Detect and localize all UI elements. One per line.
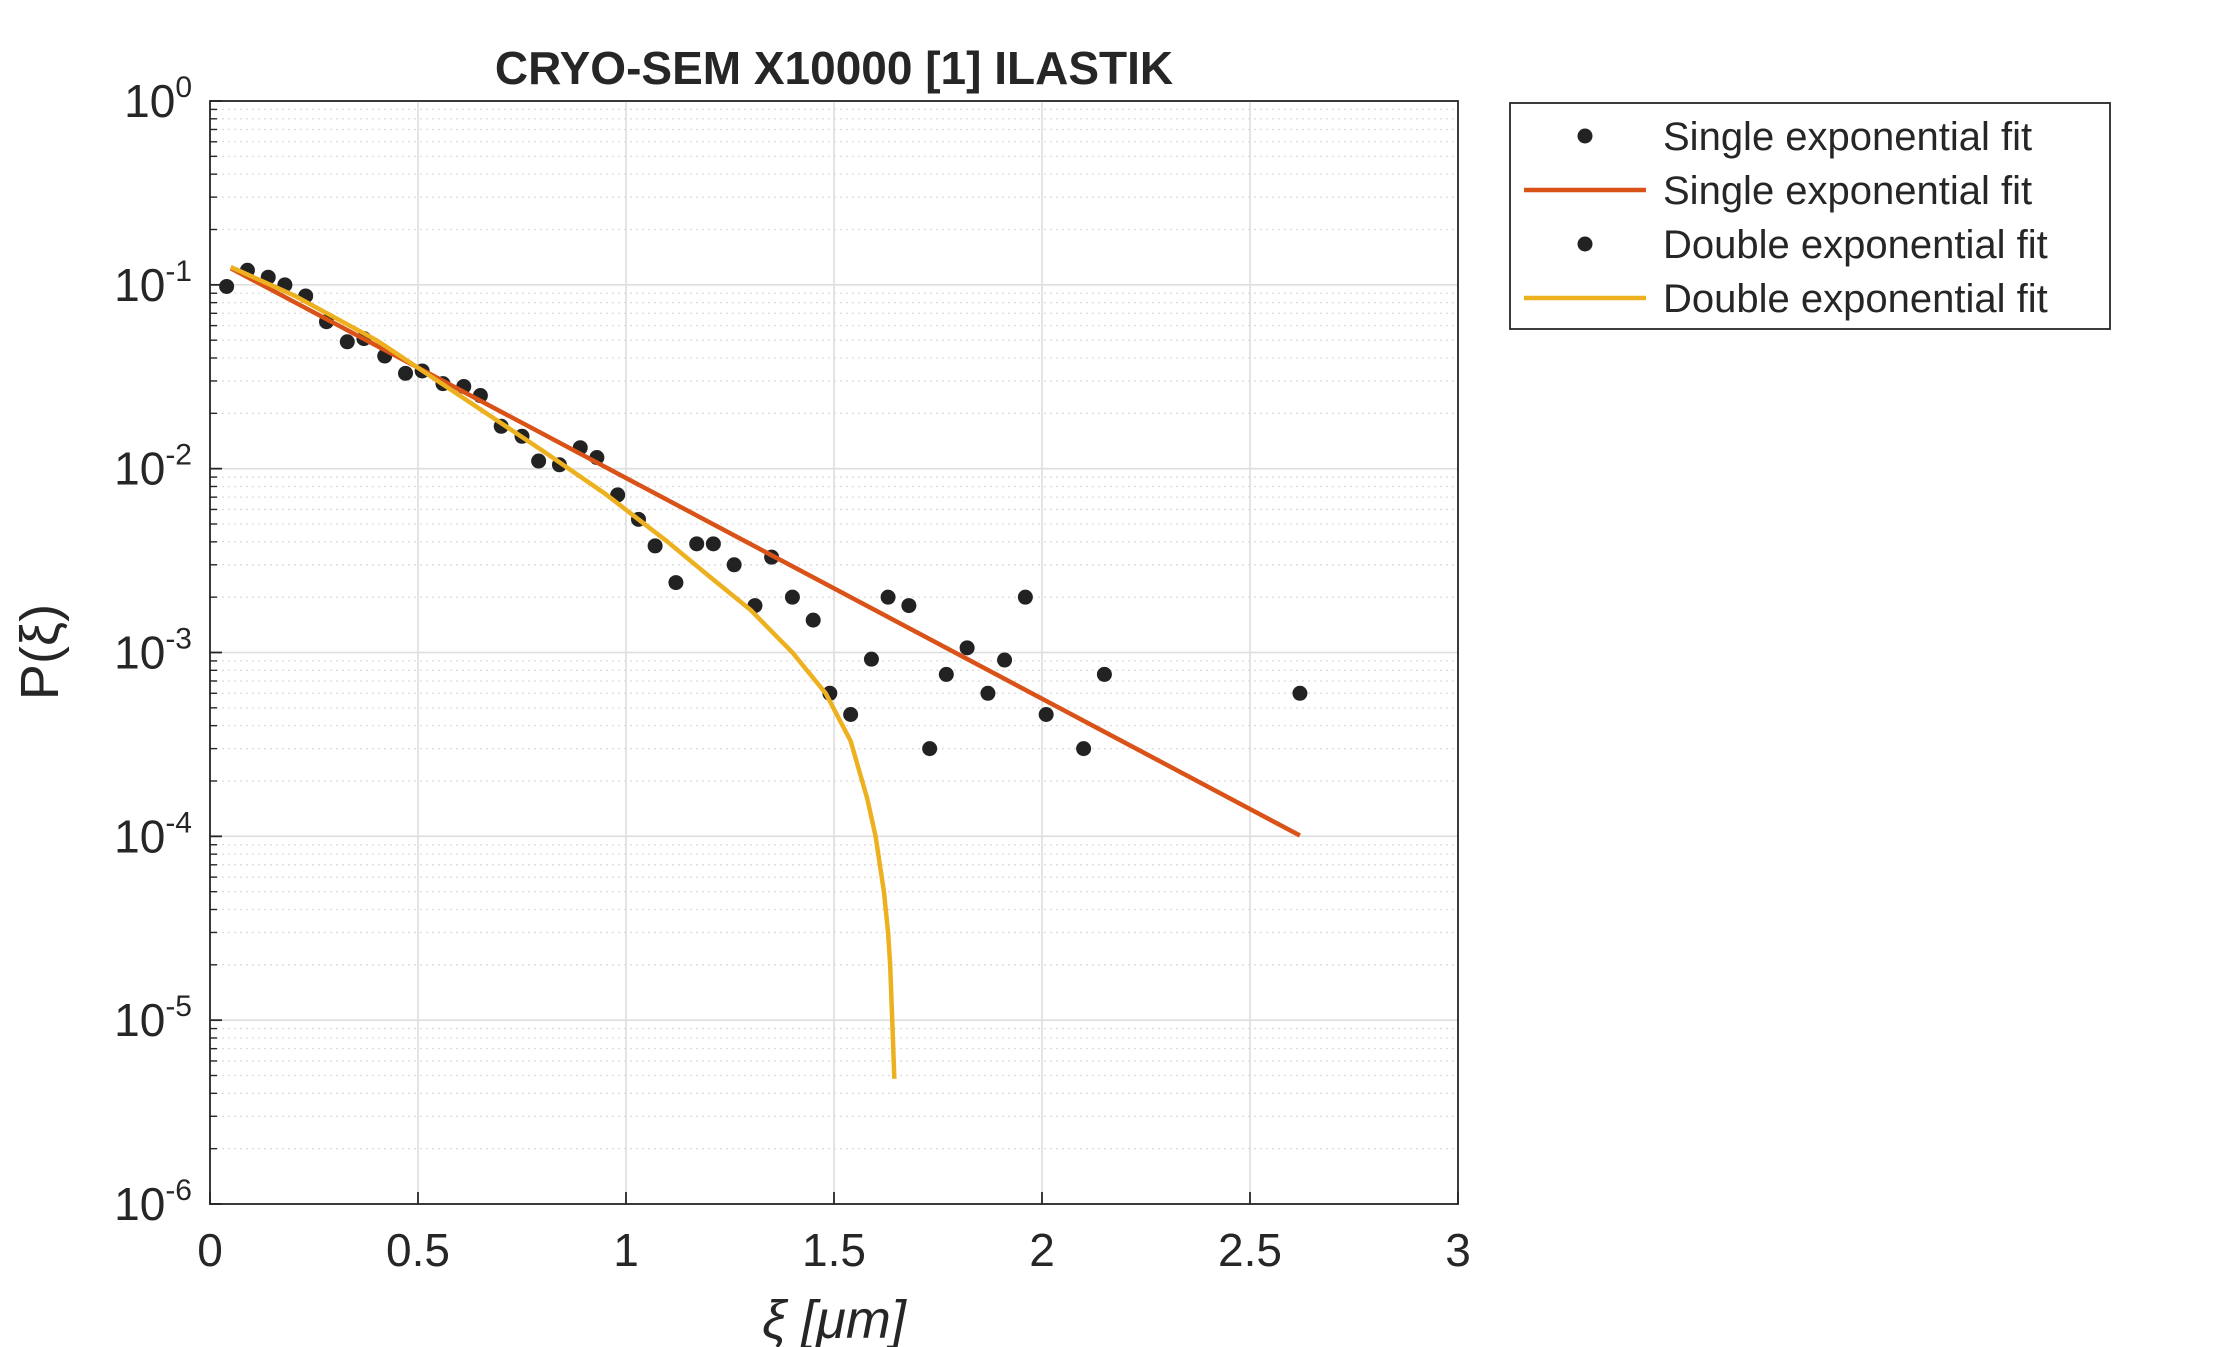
- data-point: [1076, 741, 1092, 757]
- y-tick-label: 10-5: [114, 990, 192, 1046]
- data-point: [668, 575, 684, 591]
- data-point: [997, 652, 1013, 668]
- data-point: [531, 453, 547, 469]
- data-point: [922, 741, 938, 757]
- data-point: [1017, 589, 1033, 605]
- data-point: [1292, 685, 1308, 701]
- axis-tick-labels: 0 0.5 1 1.5 2 2.5 3 100 10-1 10-2 10-3 10-4 10-5 10-6: [114, 71, 1471, 1276]
- data-point: [784, 589, 800, 605]
- x-tick-label: 1.5: [802, 1224, 866, 1276]
- data-point: [689, 536, 705, 552]
- x-axis-label: ξ [μm]: [762, 1290, 908, 1347]
- series-line-3: [229, 264, 897, 1079]
- data-point: [1096, 666, 1112, 682]
- data-point: [219, 278, 235, 294]
- y-axis-label: P(ξ): [10, 604, 70, 700]
- data-point: [843, 707, 859, 722]
- data-point: [938, 666, 954, 682]
- x-tick-label: 3: [1445, 1224, 1471, 1276]
- legend-marker-swatch: [1577, 236, 1593, 252]
- legend-label: Single exponential fit: [1663, 115, 2032, 159]
- data-point: [339, 334, 355, 350]
- data-point: [959, 640, 975, 656]
- data-point: [980, 685, 996, 701]
- data-point: [1038, 707, 1054, 722]
- data-point: [901, 598, 917, 614]
- legend-label: Double exponential fit: [1663, 277, 2048, 321]
- y-tick-label: 10-3: [114, 623, 192, 679]
- x-tick-label: 0.5: [386, 1224, 450, 1276]
- data-point: [647, 538, 663, 554]
- legend-label: Single exponential fit: [1663, 169, 2032, 213]
- y-tick-label: 10-2: [114, 439, 192, 495]
- data-point: [805, 612, 821, 628]
- data-point: [863, 651, 879, 667]
- data-point: [398, 365, 414, 381]
- y-tick-label: 10-4: [114, 806, 192, 862]
- legend-label: Double exponential fit: [1663, 223, 2048, 267]
- y-tick-label: 10-1: [114, 255, 192, 311]
- y-tick-label: 100: [124, 71, 192, 127]
- x-tick-label: 1: [613, 1224, 639, 1276]
- data-point: [726, 557, 742, 573]
- legend-box: [1509, 102, 2111, 330]
- legend: Single exponential fit Single exponential…: [1509, 102, 2111, 330]
- chart-title: CRYO-SEM X10000 [1] ILASTIK: [495, 42, 1173, 94]
- x-tick-label: 0: [197, 1224, 223, 1276]
- x-tick-label: 2: [1029, 1224, 1055, 1276]
- x-tick-label: 2.5: [1218, 1224, 1282, 1276]
- data-point: [880, 589, 896, 605]
- axis-ticks: [209, 100, 1459, 1205]
- legend-marker-swatch: [1577, 128, 1593, 144]
- data-point: [705, 536, 721, 552]
- y-tick-label: 10-6: [114, 1174, 192, 1230]
- data-series: [219, 262, 1308, 1079]
